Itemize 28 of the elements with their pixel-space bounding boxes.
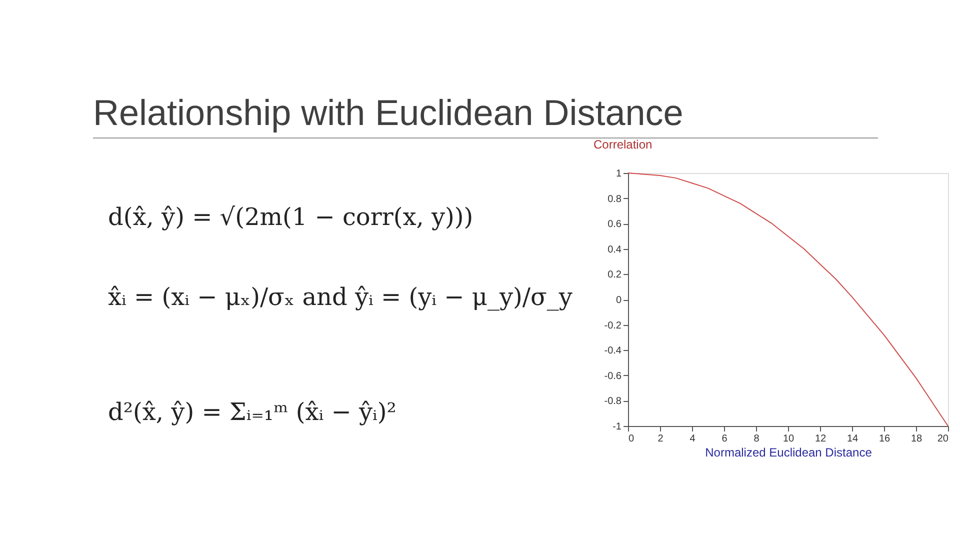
y-tick-label: -0.4	[604, 346, 622, 357]
y-tick-label: 0.8	[608, 194, 622, 205]
x-tick-label: 2	[658, 434, 664, 444]
x-tick-label: 8	[754, 434, 760, 444]
x-axis-title: Normalized Euclidean Distance	[705, 446, 872, 460]
x-tick-label: 0	[628, 434, 634, 444]
x-tick-label: 6	[722, 434, 728, 444]
y-tick-label: 0	[616, 295, 622, 306]
y-tick-label: -1	[612, 422, 622, 432]
x-tick-label: 12	[814, 434, 826, 444]
chart-title: Relationship with Euclidean Distance	[93, 92, 684, 133]
text: d²(x̂, ŷ) = Σᵢ₌₁ᵐ (x̂ᵢ − ŷᵢ)²	[108, 398, 396, 426]
y-tick-label: 0.2	[608, 270, 622, 281]
x-tick-label: 10	[782, 434, 794, 444]
x-tick-label: 16	[878, 434, 890, 444]
y-tick-label: 0.4	[608, 244, 622, 256]
x-tick-label: 4	[690, 434, 696, 444]
y-tick-label: -0.8	[604, 396, 622, 408]
y-axis-title: Correlation	[594, 138, 652, 152]
x-tick-label: 14	[846, 434, 858, 444]
y-tick-label: 1	[616, 168, 622, 180]
x-tick-label: 18	[910, 434, 922, 444]
y-tick-label: -0.6	[604, 370, 622, 382]
y-tick-label: -0.2	[604, 320, 622, 332]
text: x̂ᵢ = (xᵢ − μₓ)/σₓ and ŷᵢ = (yᵢ − μ_y)/σ_y	[108, 283, 573, 311]
x-tick-label: 20	[937, 434, 949, 444]
text: d(x̂, ŷ) = √(2m(1 − corr(x, y)))	[108, 203, 474, 231]
y-tick-label: 0.6	[608, 219, 622, 230]
